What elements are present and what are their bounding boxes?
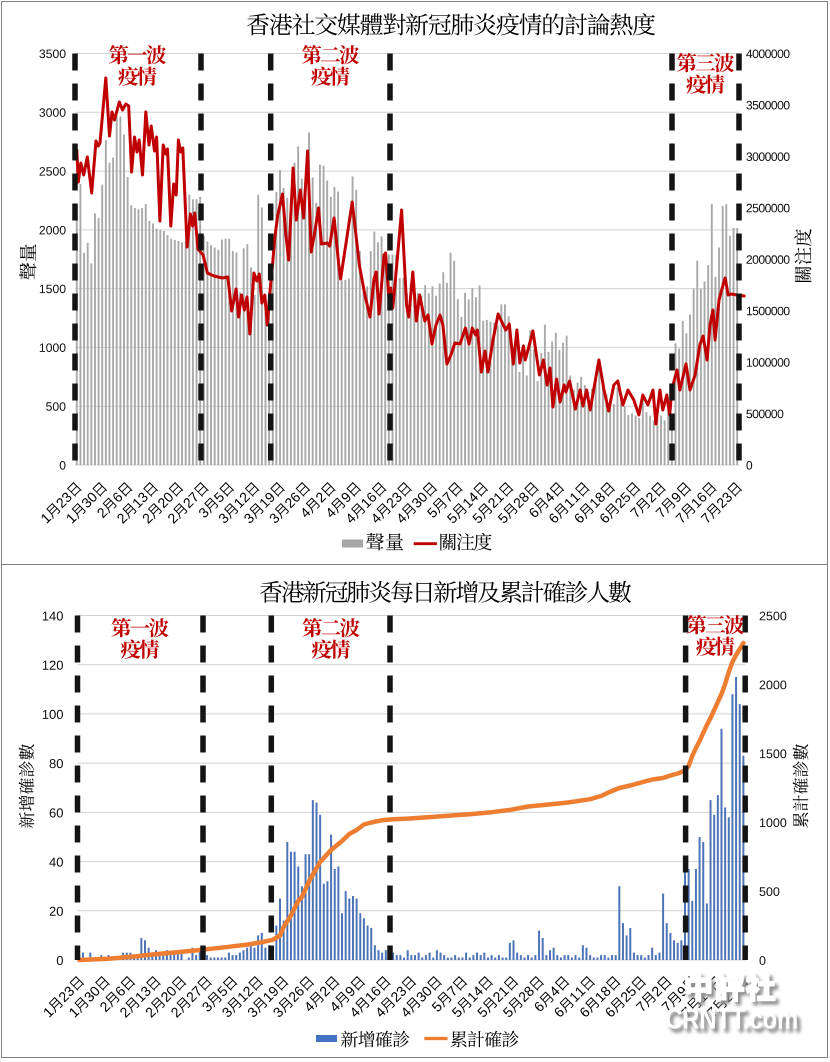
svg-text:CRNTT.com: CRNTT.com	[668, 1007, 801, 1039]
svg-text:CRNTT.com: CRNTT.com	[665, 1004, 798, 1036]
